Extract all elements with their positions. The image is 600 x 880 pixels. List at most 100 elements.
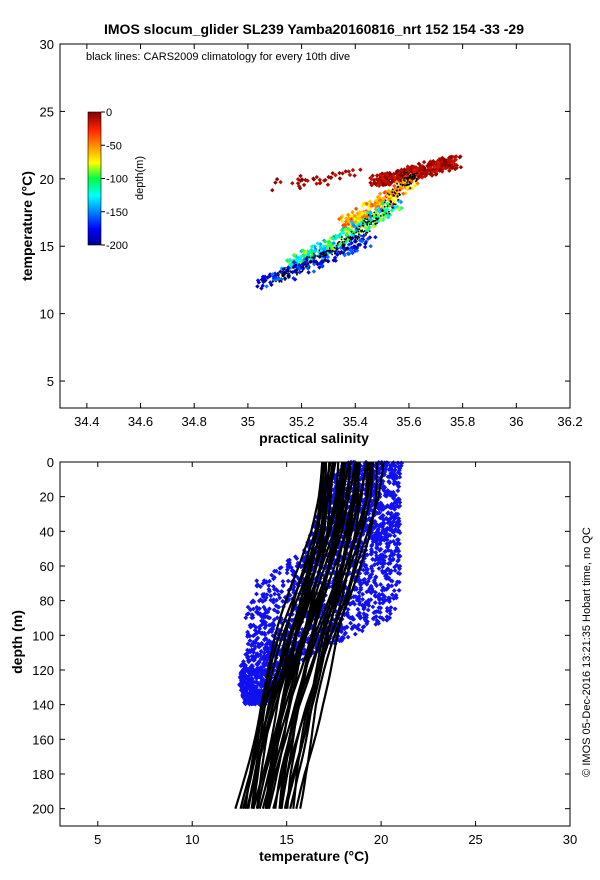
ts-point bbox=[331, 241, 336, 246]
ts-climatology-point bbox=[397, 185, 400, 188]
ts-climatology-point bbox=[388, 210, 390, 213]
ts-point bbox=[382, 171, 388, 177]
ts-climatology-point bbox=[401, 175, 404, 177]
td-glider-point bbox=[342, 631, 348, 637]
ts-x-tick-label: 34.4 bbox=[74, 414, 99, 429]
ts-climatology-point bbox=[308, 256, 311, 259]
ts-climatology-point bbox=[348, 240, 351, 243]
td-glider-point bbox=[359, 628, 365, 634]
td-y-axis-label: depth (m) bbox=[9, 610, 25, 674]
td-glider-point bbox=[387, 466, 392, 472]
td-glider-point bbox=[380, 600, 386, 606]
ts-climatology-point bbox=[400, 180, 402, 182]
td-glider-point bbox=[377, 548, 383, 553]
ts-y-tick-label: 5 bbox=[47, 374, 54, 389]
ts-x-tick-label: 35.2 bbox=[289, 414, 314, 429]
ts-climatology-point bbox=[310, 260, 312, 263]
td-glider-point bbox=[280, 598, 286, 604]
td-glider-point bbox=[258, 668, 264, 674]
td-glider-point bbox=[386, 561, 391, 566]
td-glider-point bbox=[387, 525, 393, 531]
ts-point bbox=[312, 248, 317, 254]
td-glider-point bbox=[377, 510, 383, 516]
td-glider-point bbox=[284, 567, 290, 573]
td-glider-point bbox=[358, 582, 363, 588]
td-glider-point bbox=[270, 620, 276, 626]
td-climatology-line bbox=[279, 461, 358, 809]
td-glider-point bbox=[388, 548, 394, 554]
ts-climatology-point bbox=[406, 183, 408, 186]
ts-climatology-point bbox=[277, 274, 279, 276]
ts-point bbox=[374, 177, 379, 182]
td-glider-point bbox=[379, 552, 385, 558]
td-climatology-line bbox=[264, 461, 344, 809]
td-glider-point bbox=[377, 600, 383, 606]
td-climatology-lines bbox=[234, 461, 385, 810]
ts-climatology-point bbox=[398, 194, 401, 197]
ts-x-tick-label: 36.2 bbox=[557, 414, 582, 429]
td-glider-point bbox=[252, 644, 258, 649]
ts-climatology-point bbox=[391, 188, 394, 191]
ts-climatology-point bbox=[343, 240, 346, 243]
ts-climatology-point bbox=[335, 244, 338, 247]
colorbar-label: depth(m) bbox=[134, 156, 146, 200]
ts-climatology-point bbox=[310, 256, 313, 259]
td-glider-point bbox=[361, 577, 366, 583]
ts-climatology-point bbox=[337, 242, 339, 244]
td-glider-point bbox=[357, 614, 363, 620]
td-glider-point bbox=[291, 584, 297, 590]
td-glider-point bbox=[252, 679, 258, 685]
td-glider-point bbox=[394, 562, 399, 568]
ts-point bbox=[389, 208, 395, 213]
ts-climatology-point bbox=[407, 173, 409, 175]
td-glider-point bbox=[249, 612, 255, 618]
td-glider-point bbox=[348, 620, 353, 626]
ts-point bbox=[344, 232, 349, 237]
ts-climatology-point bbox=[304, 265, 307, 268]
ts-climatology-point bbox=[409, 187, 412, 190]
ts-climatology-point bbox=[371, 220, 374, 223]
td-glider-point bbox=[253, 684, 258, 690]
td-glider-point bbox=[262, 625, 268, 631]
ts-climatology-point bbox=[413, 175, 416, 178]
td-x-ticks: 5 10 15 20 25 30 bbox=[94, 462, 577, 847]
ts-point bbox=[371, 180, 377, 186]
td-glider-point bbox=[355, 595, 361, 601]
ts-point bbox=[301, 182, 307, 188]
td-glider-point bbox=[369, 542, 375, 548]
ts-climatology-point bbox=[393, 194, 395, 197]
td-glider-point bbox=[376, 526, 381, 532]
ts-climatology-point bbox=[359, 230, 362, 232]
ts-point bbox=[397, 176, 402, 181]
ts-point bbox=[270, 272, 275, 277]
ts-point bbox=[363, 241, 368, 246]
credit-text: © IMOS 05-Dec-2016 13:21:35 Hobart time,… bbox=[581, 527, 593, 777]
ts-point bbox=[428, 162, 434, 167]
td-glider-point bbox=[373, 550, 379, 555]
td-glider-point bbox=[374, 545, 380, 551]
ts-plot-background bbox=[60, 44, 570, 408]
td-glider-point bbox=[380, 585, 386, 590]
ts-point bbox=[414, 169, 420, 174]
ts-point bbox=[330, 235, 335, 241]
ts-point bbox=[424, 168, 430, 173]
td-glider-point bbox=[388, 569, 394, 575]
td-glider-point bbox=[392, 533, 397, 539]
ts-point bbox=[339, 249, 344, 255]
td-glider-point bbox=[390, 552, 396, 558]
ts-climatology-point bbox=[303, 264, 306, 266]
ts-climatology-point bbox=[354, 238, 356, 241]
ts-point bbox=[350, 210, 355, 215]
td-glider-point bbox=[365, 570, 370, 576]
ts-climatology-point bbox=[411, 173, 414, 176]
td-glider-point bbox=[386, 479, 392, 484]
td-glider-point bbox=[251, 649, 256, 655]
ts-point bbox=[436, 160, 441, 166]
td-glider-point bbox=[368, 590, 374, 596]
td-glider-point bbox=[263, 636, 269, 642]
ts-climatology-point bbox=[331, 253, 334, 256]
ts-point bbox=[429, 173, 434, 178]
ts-point bbox=[390, 197, 395, 202]
ts-climatology-point bbox=[318, 249, 321, 252]
ts-y-tick-label: 25 bbox=[40, 104, 54, 119]
